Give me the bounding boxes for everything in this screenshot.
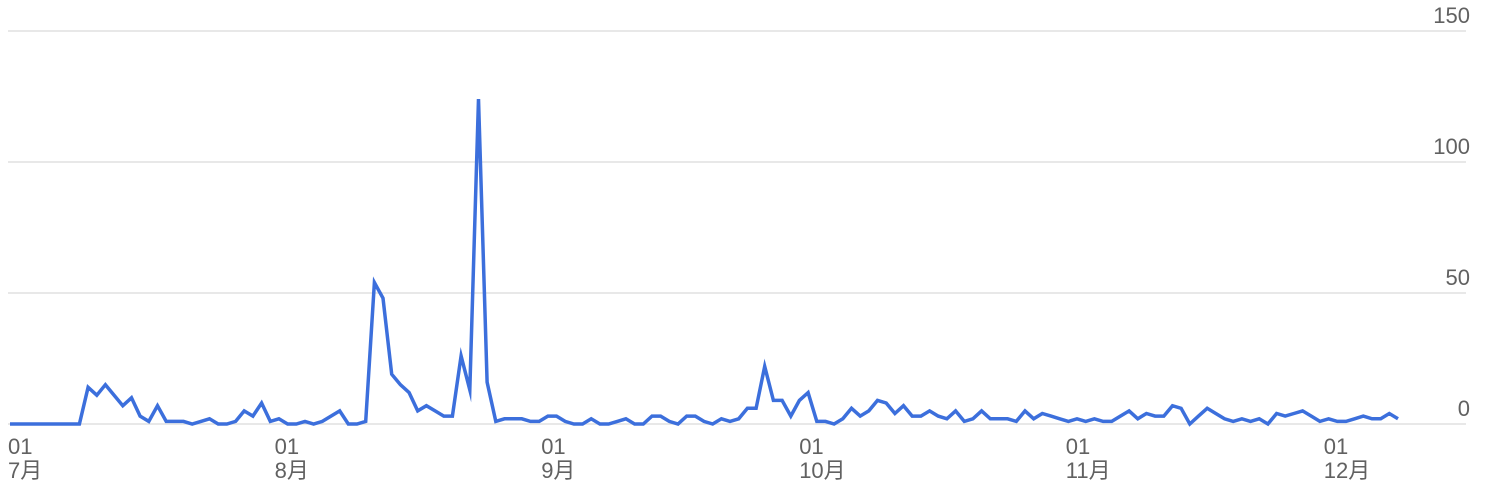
x-tick-month-label: 9月 bbox=[541, 458, 575, 483]
y-tick-label: 50 bbox=[1446, 265, 1470, 290]
x-tick-day-label: 01 bbox=[541, 434, 565, 459]
y-tick-label: 0 bbox=[1458, 396, 1470, 421]
x-tick-day-label: 01 bbox=[1066, 434, 1090, 459]
x-tick-day-label: 01 bbox=[799, 434, 823, 459]
x-tick-month-label: 11月 bbox=[1066, 458, 1111, 483]
series-points bbox=[10, 99, 1398, 424]
gridlines bbox=[8, 30, 1466, 425]
y-tick-label: 150 bbox=[1433, 3, 1470, 28]
x-tick-day-label: 01 bbox=[1324, 434, 1348, 459]
x-tick-month-label: 8月 bbox=[275, 458, 309, 483]
x-tick-day-label: 01 bbox=[8, 434, 32, 459]
series-layer bbox=[10, 99, 1399, 427]
y-tick-label: 100 bbox=[1433, 134, 1470, 159]
x-tick-day-label: 01 bbox=[275, 434, 299, 459]
x-tick-month-label: 12月 bbox=[1324, 458, 1370, 483]
y-axis-ticks: 0 50 100 150 bbox=[1433, 3, 1470, 421]
x-tick-month-label: 10月 bbox=[799, 458, 845, 483]
series-line bbox=[10, 99, 1399, 427]
x-tick-month-label: 7月 bbox=[8, 458, 42, 483]
